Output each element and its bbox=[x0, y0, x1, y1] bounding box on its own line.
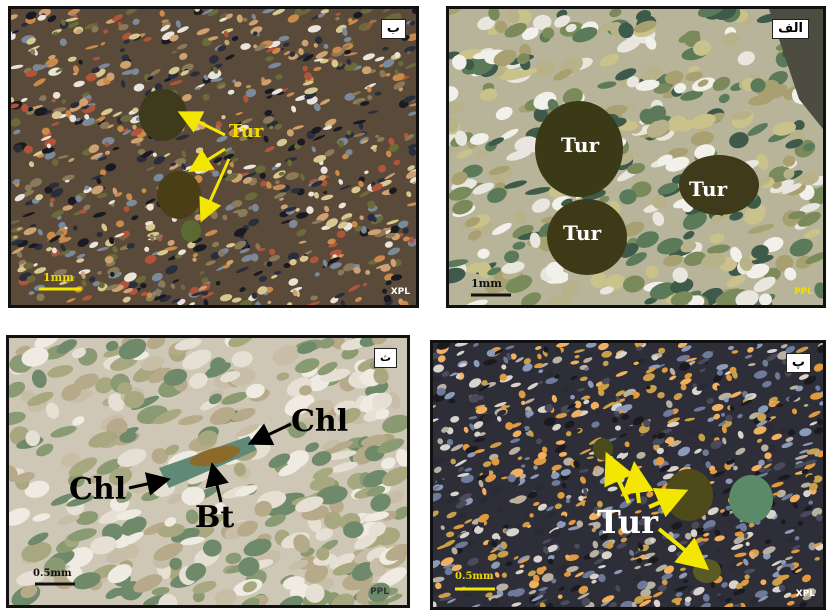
light-mode-label: PPL bbox=[370, 587, 389, 597]
mineral-label-chl-left: Chl bbox=[69, 472, 126, 507]
mineral-label-tur: Tur bbox=[229, 121, 263, 142]
arrow bbox=[213, 468, 221, 502]
arrows-overlay bbox=[433, 343, 823, 607]
light-mode-label: XPL bbox=[391, 287, 410, 297]
arrow bbox=[129, 480, 165, 488]
arrows-overlay bbox=[11, 9, 416, 305]
arrow bbox=[659, 529, 703, 565]
arrow bbox=[193, 149, 225, 169]
scale-bar-overlay bbox=[449, 9, 823, 305]
scale-label: 0.5mm bbox=[33, 568, 72, 579]
arrow bbox=[253, 424, 291, 442]
light-mode-label: PPL bbox=[794, 287, 813, 297]
arrow bbox=[183, 114, 225, 135]
arrow bbox=[609, 459, 629, 503]
scale-label: 1mm bbox=[471, 277, 502, 290]
scale-label: 0.5mm bbox=[455, 571, 494, 582]
light-mode-label: XPL bbox=[796, 589, 815, 599]
micrograph-panel-bottom-right: پ Tur 0.5mm XPL bbox=[430, 340, 826, 610]
mineral-label-tur: Tur bbox=[597, 503, 658, 541]
arrow bbox=[635, 469, 639, 503]
scale-label: 1mm bbox=[43, 271, 74, 284]
micrograph-panel-top-left: ب Tur 1mm XPL bbox=[8, 6, 419, 308]
micrograph-panel-top-right: الف Tur Tur Tur 1mm PPL bbox=[446, 6, 826, 308]
micrograph-panel-bottom-left: ث Chl Chl Bt 0.5mm PPL bbox=[6, 335, 410, 608]
mineral-label-bt: Bt bbox=[195, 500, 234, 535]
mineral-label-chl-top: Chl bbox=[291, 404, 348, 439]
arrow bbox=[203, 159, 229, 217]
